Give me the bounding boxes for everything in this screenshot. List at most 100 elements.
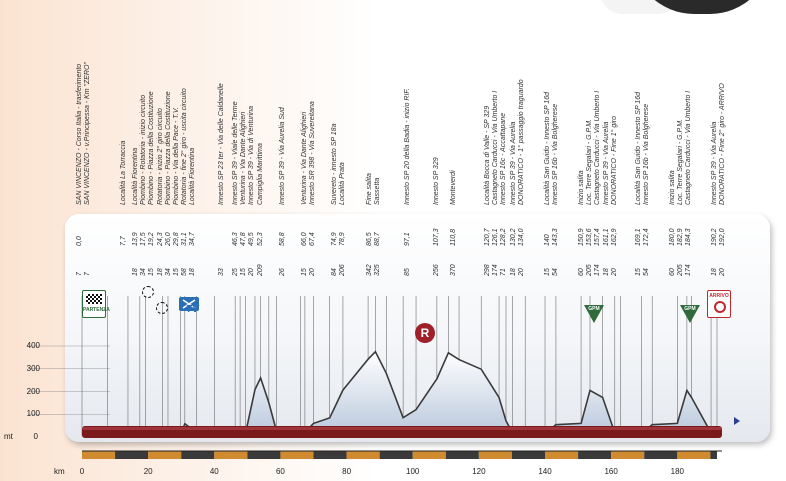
waypoint-name: Località Prata [339, 162, 346, 205]
gpm-climb-icon [680, 305, 700, 323]
finish-arrow-icon [734, 417, 740, 425]
waypoint-km: 58,8 [279, 232, 286, 246]
waypoint-km: 78,9 [339, 232, 346, 246]
waypoint-km: 150,9 [578, 228, 585, 246]
finish-target-icon [714, 301, 726, 313]
x-tick-label: 120 [472, 467, 486, 476]
circuit-loop-icon [142, 286, 154, 298]
waypoint-altitude: 60 [578, 268, 585, 276]
x-tick-label: 140 [538, 467, 552, 476]
waypoint-altitude: 15 [148, 268, 155, 276]
km-band-segment [644, 451, 678, 459]
refreshment-zone-icon: R [415, 323, 435, 343]
waypoint-name: Rotatoria - fine 2° giro - uscita circui… [181, 88, 188, 205]
waypoint-name: Venturina - Via Dante Alighieri [301, 111, 308, 205]
waypoint-name: Località La Torraccia [120, 140, 127, 205]
waypoint-name: Località Fiorentina [189, 147, 196, 205]
partenza-flag-icon: PARTENZA [82, 290, 110, 318]
waypoint-altitude: 174 [594, 264, 601, 276]
waypoint-km: 182,9 [677, 228, 684, 246]
waypoint-altitude: 85 [404, 268, 411, 276]
waypoint-km: 161,1 [603, 228, 610, 246]
waypoint-altitude: 54 [643, 268, 650, 276]
waypoint-altitude: 7 [76, 272, 83, 276]
waypoint-name: DONORATICO - Fine 2° giro - ARRIVO [719, 83, 726, 205]
waypoint-km: 162,9 [611, 228, 618, 246]
waypoint-name: Loc. Terre Segalari - G.P.M. [677, 119, 684, 205]
km-band-segment [710, 451, 717, 459]
x-tick-label: 180 [670, 467, 684, 476]
waypoint-altitude: 342 [366, 264, 373, 276]
waypoint-name: Piombino - Via della Pace - T.V. [173, 107, 180, 205]
km-band-segment [280, 451, 314, 459]
waypoint-altitude: 34 [140, 268, 147, 276]
waypoint-name: DONORATICO - 1° passaggio traguardo [518, 79, 525, 205]
waypoint-altitude: 25 [232, 268, 239, 276]
waypoint-altitude: 60 [669, 268, 676, 276]
waypoint-altitude: 18 [157, 268, 164, 276]
waypoint-altitude: 18 [711, 268, 718, 276]
waypoint-name: Loc. Terre Segalari - G.P.M. [586, 119, 593, 205]
waypoint-altitude: 15 [173, 268, 180, 276]
km-band-segment [379, 451, 413, 459]
waypoint-altitude: 174 [492, 264, 499, 276]
waypoint-name: Castagneto Carducci - Via Umberto I [685, 90, 692, 205]
waypoint-name: Piombino - Piazza della Costituzione [165, 91, 172, 205]
km-band-segment [313, 451, 347, 459]
checkered-flag-icon [86, 294, 102, 304]
waypoint-km: 24,3 [157, 232, 164, 246]
y-axis-unit-label: mt [4, 432, 13, 441]
x-tick-label: 80 [342, 467, 352, 476]
waypoint-km: 19,2 [148, 232, 155, 246]
waypoint-name: SAN VINCENZO - v.Principessa - Km "ZERO" [84, 62, 91, 205]
km-band-segment [346, 451, 380, 459]
km-band-segment [214, 451, 248, 459]
x-tick-label: 160 [604, 467, 618, 476]
km-band-segment [478, 451, 512, 459]
waypoint-km: 86,5 [366, 232, 373, 246]
waypoint-name: Innesto SP 16b - Via Bolgherese [643, 103, 650, 205]
waypoint-km: 46,3 [232, 232, 239, 246]
waypoint-km: 0,0 [76, 236, 83, 246]
waypoint-altitude: 15 [635, 268, 642, 276]
waypoint-km: 180,0 [669, 228, 676, 246]
waypoint-km: 130,2 [510, 228, 517, 246]
gpm-label: GPM [684, 306, 696, 312]
km-band-segment [545, 451, 579, 459]
waypoint-altitude: 18 [132, 268, 139, 276]
km-band-segment [247, 451, 281, 459]
waypoint-name: Innesto SP 16b - Via Bolgherese [552, 103, 559, 205]
waypoint-name: Inizio salita [669, 170, 676, 205]
waypoint-km: 172,4 [643, 228, 650, 246]
waypoint-altitude: 54 [552, 268, 559, 276]
waypoint-name: Località San Guido - Innesto SP 16d [544, 92, 551, 205]
waypoint-km: 13,9 [132, 232, 139, 246]
tv-label: TV [186, 304, 199, 315]
waypoint-altitude: 26 [279, 268, 286, 276]
waypoint-km: 31,1 [181, 232, 188, 246]
waypoint-km: 190,2 [711, 228, 718, 246]
partenza-label: PARTENZA [83, 307, 110, 313]
gpm-climb-icon [584, 305, 604, 323]
waypoint-km: 7,7 [120, 236, 127, 246]
waypoint-km: 140 [544, 234, 551, 246]
waypoint-name: Inizio salita [578, 170, 585, 205]
x-tick-label: 20 [143, 467, 153, 476]
waypoint-name: Innesto SP 329 [433, 157, 440, 205]
waypoint-altitude: 325 [374, 264, 381, 276]
waypoint-name: Monteverdi [450, 170, 457, 205]
waypoint-altitude: 33 [218, 268, 225, 276]
waypoint-altitude: 20 [248, 268, 255, 276]
waypoint-name: Località San Guido - Innesto SP 16d [635, 92, 642, 205]
waypoint-km: 26,0 [165, 232, 172, 246]
waypoint-name: Innesto SP 20 della Badia - inizio RIF. [404, 88, 411, 205]
x-tick-label: 40 [209, 467, 219, 476]
y-tick-label: 400 [26, 341, 40, 350]
waypoint-name: Innesto SP 39 - Via di Venturina [248, 106, 255, 205]
profile-area [82, 351, 717, 436]
waypoint-km: 66,0 [301, 232, 308, 246]
y-tick-label: 200 [26, 386, 40, 396]
waypoint-name: Innesto SP 39 - Via Aurelia [510, 121, 517, 205]
x-tick-label: 60 [275, 467, 285, 476]
waypoint-name: DONORATICO - Fine 1° giro [611, 115, 618, 205]
